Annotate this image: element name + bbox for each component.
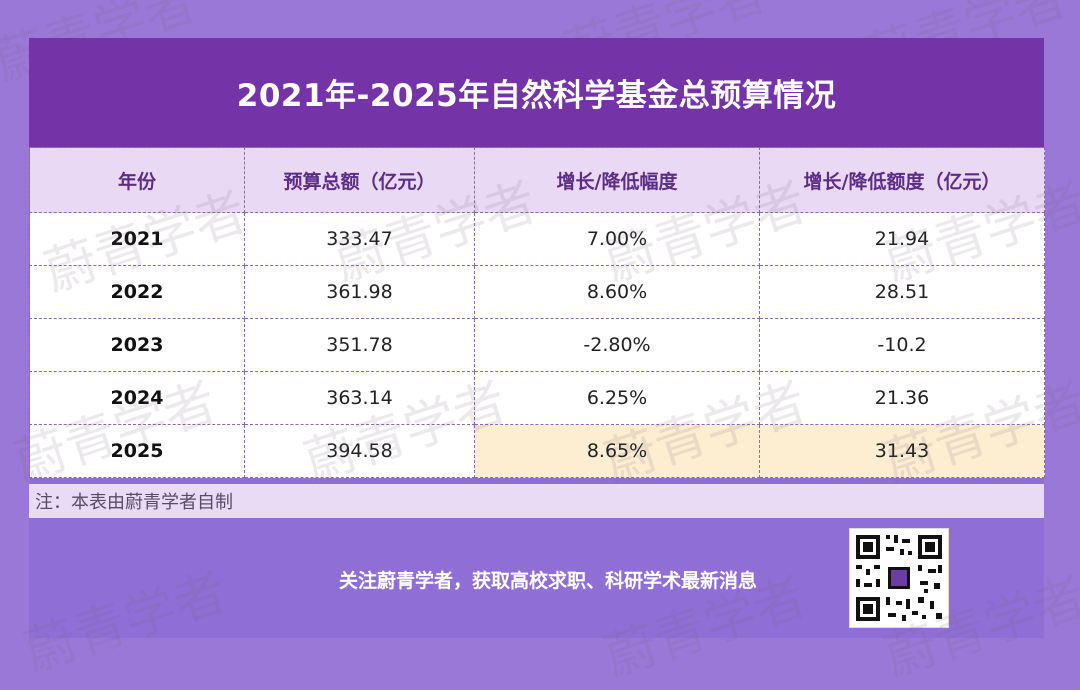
- cell-rate-highlighted: 8.65%: [474, 424, 760, 478]
- cell-total: 333.47: [244, 212, 475, 266]
- cell-rate: 7.00%: [474, 212, 760, 266]
- cell-year: 2022: [29, 265, 245, 319]
- cell-year: 2023: [29, 318, 245, 372]
- column-header-amount: 增长/降低额度（亿元）: [759, 147, 1045, 213]
- table-header-row: 年份 预算总额（亿元） 增长/降低幅度 增长/降低额度（亿元）: [29, 147, 1045, 213]
- cell-total: 351.78: [244, 318, 475, 372]
- cell-amount: -10.2: [759, 318, 1045, 372]
- cell-amount: 21.36: [759, 371, 1045, 425]
- cell-rate: 8.60%: [474, 265, 760, 319]
- column-header-year: 年份: [29, 147, 245, 213]
- budget-table: 年份 预算总额（亿元） 增长/降低幅度 增长/降低额度（亿元） 2021 333…: [29, 147, 1045, 478]
- cell-total: 394.58: [244, 424, 475, 478]
- qr-code[interactable]: [849, 528, 949, 628]
- follow-banner: 关注蔚青学者，获取高校求职、科研学术最新消息: [338, 569, 757, 592]
- qr-code-icon: [850, 529, 948, 627]
- table-row: 2023 351.78 -2.80% -10.2: [29, 318, 1045, 372]
- cell-amount: 21.94: [759, 212, 1045, 266]
- cell-rate: 6.25%: [474, 371, 760, 425]
- cell-year: 2021: [29, 212, 245, 266]
- cell-rate: -2.80%: [474, 318, 760, 372]
- table-row: 2022 361.98 8.60% 28.51: [29, 265, 1045, 319]
- table-row: 2025 394.58 8.65% 31.43: [29, 424, 1045, 478]
- budget-card: 2021年-2025年自然科学基金总预算情况 年份 预算总额（亿元） 增长/降低…: [29, 38, 1045, 638]
- cell-amount: 28.51: [759, 265, 1045, 319]
- cell-year: 2025: [29, 424, 245, 478]
- cell-year: 2024: [29, 371, 245, 425]
- cell-total: 361.98: [244, 265, 475, 319]
- cell-total: 363.14: [244, 371, 475, 425]
- table-row: 2024 363.14 6.25% 21.36: [29, 371, 1045, 425]
- column-header-rate: 增长/降低幅度: [474, 147, 760, 213]
- table-note: 注：本表由蔚青学者自制: [29, 484, 1044, 518]
- cell-amount-highlighted: 31.43: [759, 424, 1045, 478]
- table-row: 2021 333.47 7.00% 21.94: [29, 212, 1045, 266]
- column-header-total: 预算总额（亿元）: [244, 147, 475, 213]
- page-title: 2021年-2025年自然科学基金总预算情况: [29, 38, 1044, 147]
